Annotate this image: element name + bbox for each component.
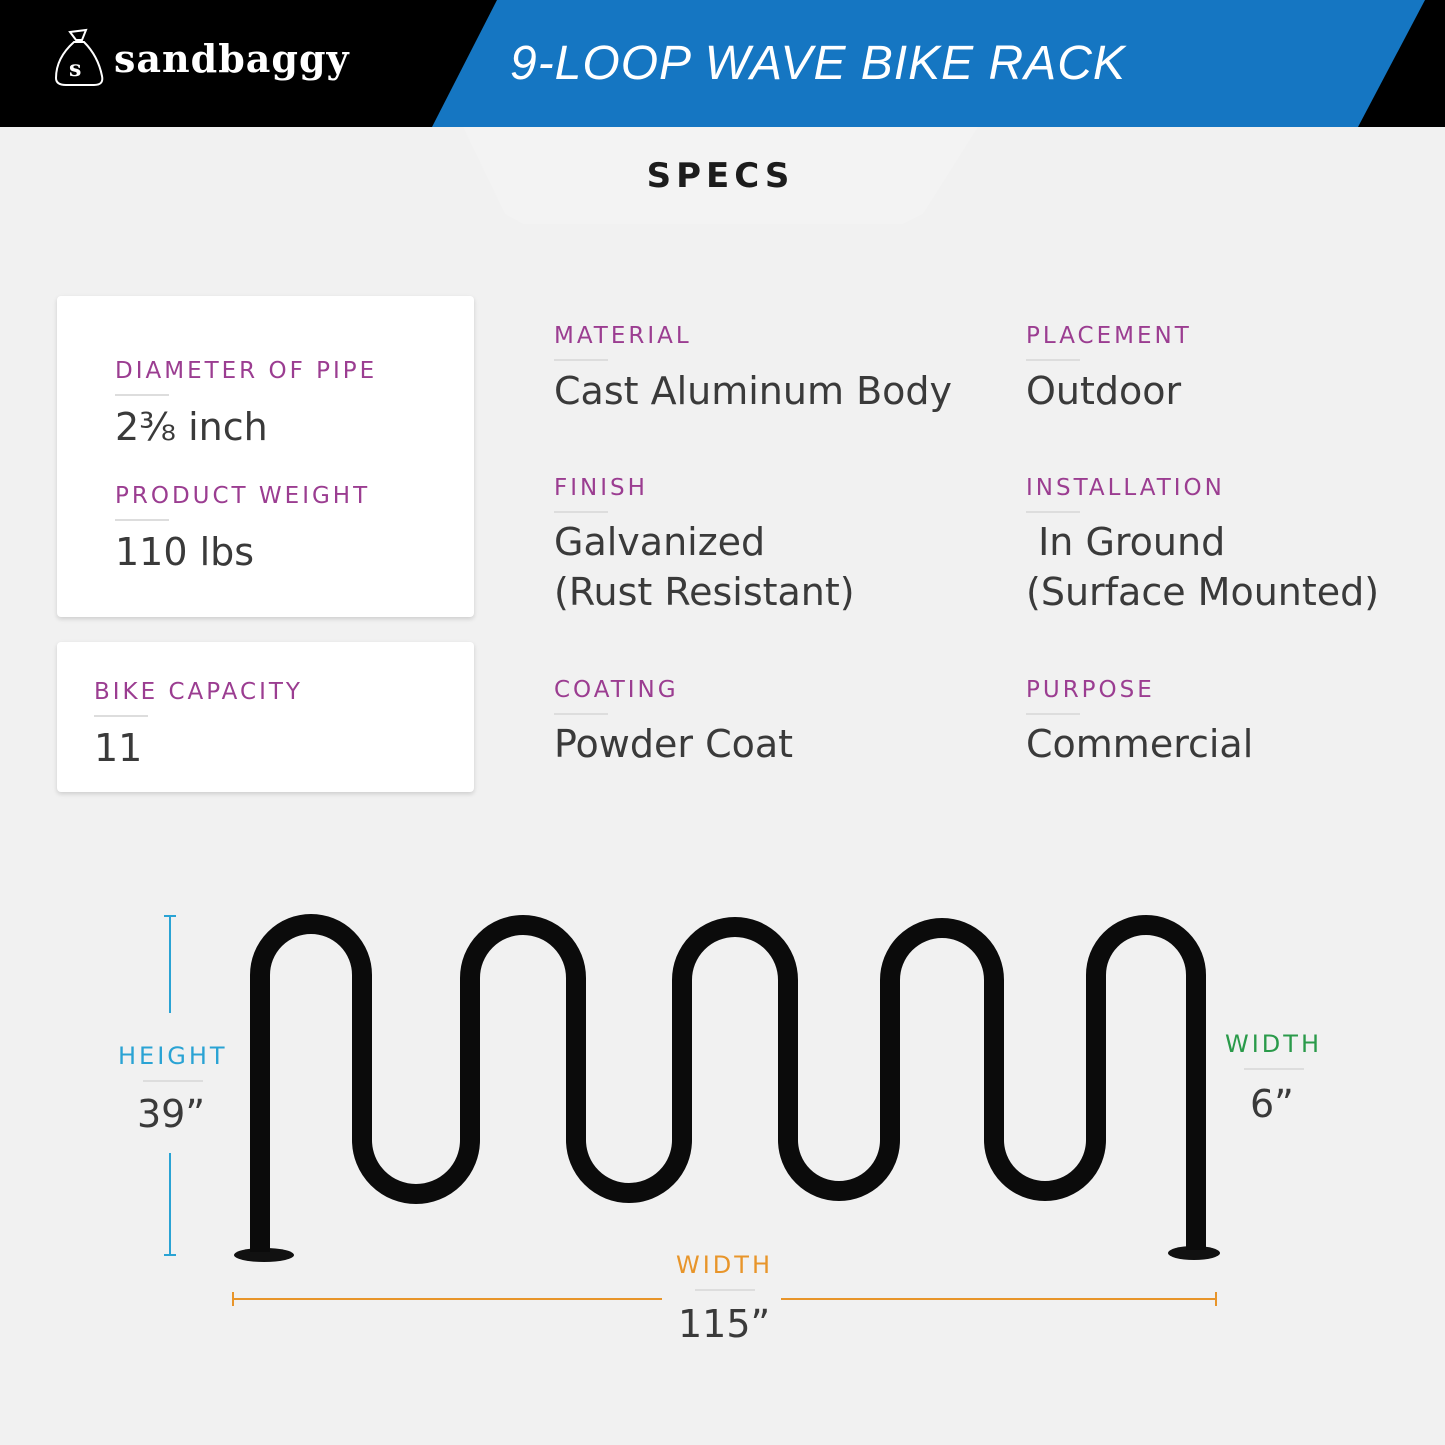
purpose-value: Commercial [1026, 722, 1254, 766]
diameter-value: 2⅜ inch [115, 405, 268, 449]
purpose-label: PURPOSE [1026, 677, 1155, 715]
depth-value: 6” [1250, 1082, 1294, 1126]
depth-label: WIDTH [1225, 1030, 1322, 1070]
capacity-value: 11 [94, 726, 143, 770]
coating-label: COATING [554, 677, 679, 715]
placement-label: PLACEMENT [1026, 323, 1192, 361]
material-value: Cast Aluminum Body [554, 369, 952, 413]
brand-name: sandbaggy [114, 35, 350, 81]
finish-label: FINISH [554, 475, 648, 513]
specs-tab: SPECS [463, 127, 978, 224]
width-value: 115” [678, 1302, 771, 1346]
installation-label: INSTALLATION [1026, 475, 1225, 513]
weight-label: PRODUCT WEIGHT [115, 483, 371, 521]
placement-value: Outdoor [1026, 369, 1182, 413]
width-label: WIDTH [676, 1251, 773, 1291]
weight-value: 110 lbs [115, 530, 255, 574]
installation-value-2: (Surface Mounted) [1026, 570, 1380, 614]
brand-logo: s sandbaggy [52, 28, 350, 88]
material-label: MATERIAL [554, 323, 692, 361]
sandbag-icon: s [54, 28, 104, 86]
height-dimension-line [164, 915, 176, 1256]
height-value: 39” [137, 1092, 206, 1136]
base-plate-left [234, 1248, 294, 1262]
title-band [432, 0, 1425, 127]
section-title: SPECS [646, 155, 795, 196]
capacity-label: BIKE CAPACITY [94, 679, 303, 717]
height-label: HEIGHT [118, 1042, 228, 1082]
card-capacity: BIKE CAPACITY 11 [57, 642, 474, 792]
page-title: 9-LOOP WAVE BIKE RACK [510, 37, 1126, 90]
diameter-label: DIAMETER OF PIPE [115, 358, 378, 396]
card-pipe-weight: DIAMETER OF PIPE 2⅜ inch PRODUCT WEIGHT … [57, 296, 474, 617]
installation-value: In Ground [1026, 520, 1226, 564]
rack-tube [250, 914, 1206, 1252]
finish-value-2: (Rust Resistant) [554, 570, 855, 614]
finish-value: Galvanized [554, 520, 766, 564]
svg-text:s: s [69, 56, 81, 82]
coating-value: Powder Coat [554, 722, 794, 766]
base-plate-right [1168, 1246, 1220, 1260]
